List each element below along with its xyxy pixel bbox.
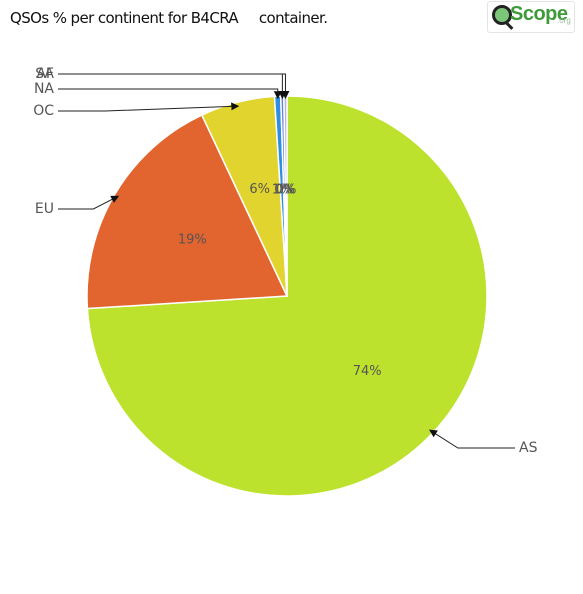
percent-label-oc: 6% (249, 182, 270, 197)
leader-line-na (58, 88, 282, 100)
slice-label-sa: SA (35, 66, 54, 82)
percent-label-sa: 0% (274, 183, 295, 198)
percent-label-eu: 19% (178, 233, 207, 248)
percent-label-as: 74% (353, 364, 382, 379)
percent-label-af: 0% (276, 183, 297, 198)
percent-labels: 74%19%6% 1%0%0% (178, 182, 382, 379)
slice-label-na: NA (34, 81, 54, 97)
slice-label-af: AF (36, 66, 54, 82)
leader-line-af (58, 73, 290, 100)
logo-suffix: .org (557, 16, 571, 25)
logo-wordmark: Scope (510, 3, 568, 25)
magnifier-icon (492, 5, 512, 25)
leader-line-sa (58, 73, 287, 100)
slice-label-oc: OC (33, 103, 54, 119)
percent-label-na: 1% (272, 183, 293, 198)
leader-line-oc (58, 102, 240, 112)
qrzscope-logo[interactable]: Scope .org (487, 1, 575, 33)
leader-line-as (429, 429, 515, 449)
pie-slice-eu[interactable] (86, 114, 289, 310)
leader-line-eu (58, 195, 120, 210)
pie-slices (86, 95, 488, 497)
chart-title: QSOs % per continent for B4CRA container… (10, 9, 328, 27)
slice-label-as: AS (519, 440, 538, 456)
slice-label-eu: EU (35, 201, 54, 217)
